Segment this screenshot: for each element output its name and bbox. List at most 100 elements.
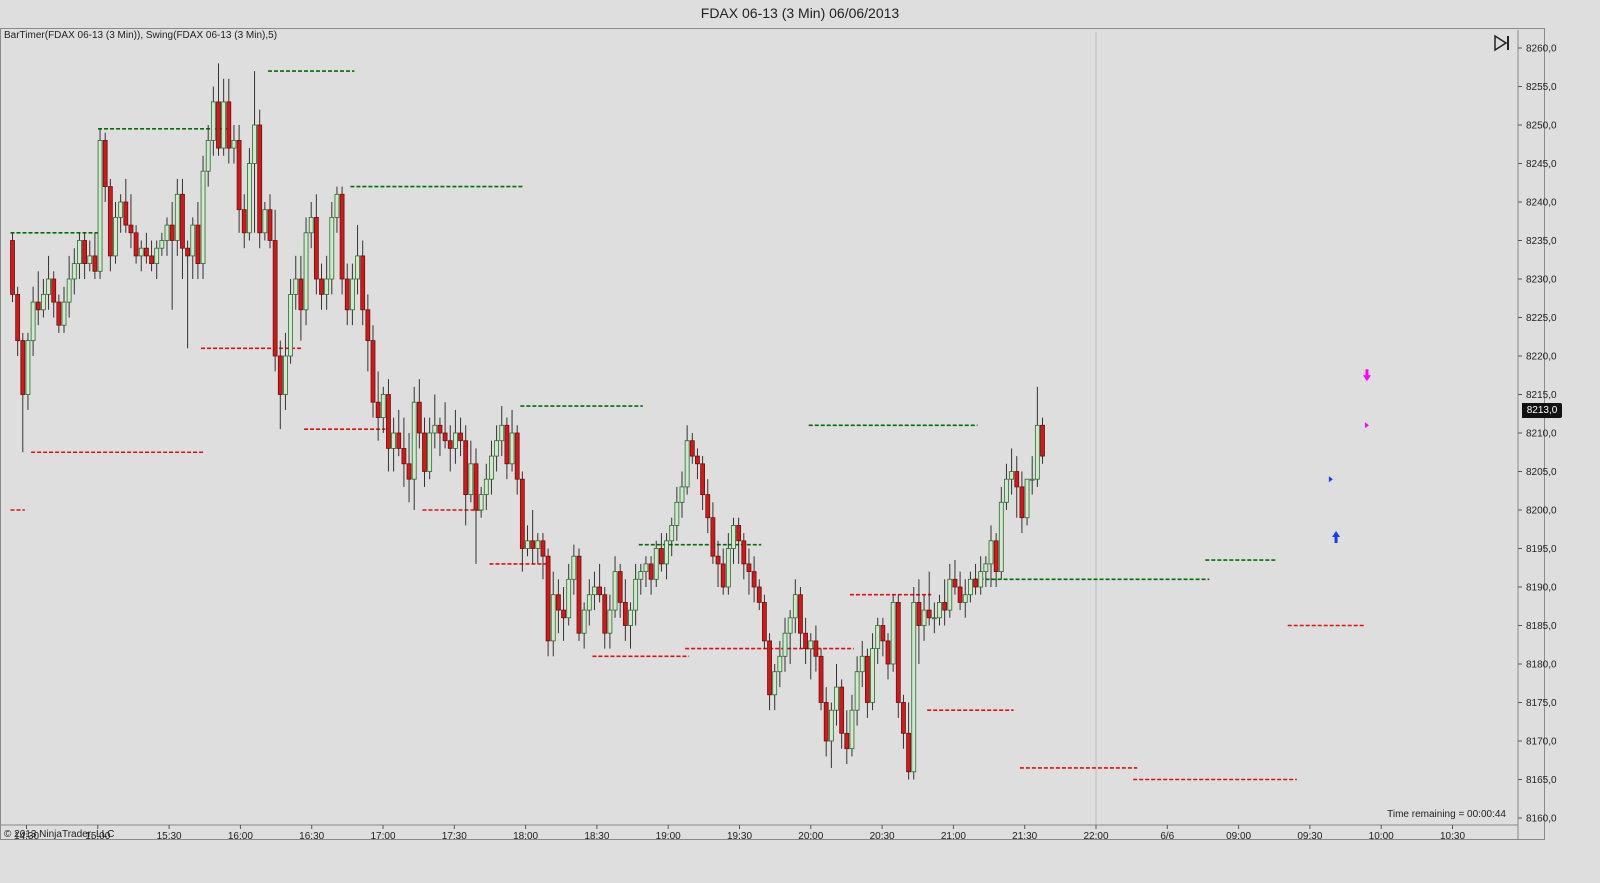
candle-down: [128, 224, 134, 234]
candle-down: [700, 463, 705, 495]
last-price-flag: 8213,0: [1522, 403, 1562, 418]
candle-down: [746, 563, 752, 573]
price-tick-label: 8225,0: [1526, 313, 1557, 324]
price-tick-label: 8175,0: [1526, 698, 1557, 709]
candle-down: [236, 139, 242, 211]
time-tick-label: 14:30: [14, 831, 39, 842]
candle-down: [602, 594, 608, 634]
candle-down: [386, 394, 391, 449]
time-tick-label: 21:00: [941, 831, 966, 842]
time-tick-label: 15:30: [157, 831, 182, 842]
candle-up: [25, 340, 31, 395]
candle-down: [298, 278, 304, 311]
candle-down: [813, 640, 819, 657]
candle-up: [483, 478, 489, 496]
candle-down: [15, 293, 21, 341]
candle-down: [906, 732, 911, 773]
candle-up: [669, 525, 675, 542]
candle-up: [535, 540, 541, 549]
candle-up: [87, 255, 93, 264]
candle-up: [118, 201, 124, 218]
candle-down: [916, 602, 922, 626]
candle-up: [834, 686, 839, 711]
candle-up: [581, 609, 587, 634]
candle-up: [308, 216, 314, 234]
candle-down: [20, 340, 26, 395]
candle-up: [674, 501, 680, 526]
candle-up: [509, 432, 515, 465]
candle-up: [494, 440, 500, 457]
time-tick-label: 17:00: [370, 831, 395, 842]
candle-up: [210, 101, 216, 141]
sell-arrow-icon: [1362, 369, 1371, 382]
candle-down: [741, 540, 747, 565]
candle-down: [617, 571, 623, 603]
candle-up: [525, 540, 530, 549]
candle-up: [499, 424, 505, 442]
candle-up: [349, 278, 355, 311]
candle-up: [828, 709, 834, 742]
candle-down: [540, 540, 546, 557]
candle-up: [427, 432, 433, 472]
candle-down: [437, 424, 443, 434]
price-tick-label: 8205,0: [1526, 467, 1557, 478]
entry-triangle-icon: [1328, 476, 1333, 483]
candle-up: [252, 124, 257, 164]
candle-down: [844, 732, 850, 750]
candle-up: [725, 548, 731, 588]
candle-down: [957, 586, 963, 603]
candle-down: [370, 340, 376, 403]
price-tick-label: 8210,0: [1526, 429, 1557, 440]
price-tick-label: 8250,0: [1526, 121, 1557, 132]
candle-up: [638, 571, 644, 580]
candle-down: [169, 224, 175, 241]
time-tick-label: 6/6: [1160, 831, 1174, 842]
candle-down: [82, 240, 87, 265]
candle-down: [767, 640, 772, 696]
time-tick-label: 10:30: [1440, 831, 1465, 842]
candle-up: [849, 709, 855, 750]
candle-up: [988, 540, 994, 565]
candle-up: [46, 278, 51, 295]
candle-down: [185, 247, 191, 257]
candle-up: [679, 486, 685, 503]
candle-up: [71, 263, 77, 280]
candle-down: [257, 124, 263, 234]
candle-up: [787, 617, 793, 634]
candle-up: [998, 501, 1004, 572]
candle-up: [731, 525, 736, 549]
time-tick-label: 18:00: [513, 831, 538, 842]
price-tick-label: 8160,0: [1526, 814, 1557, 825]
candle-down: [180, 193, 185, 249]
candle-down: [952, 578, 958, 588]
candle-down: [396, 432, 402, 449]
candle-down: [442, 432, 448, 442]
time-tick-label: 20:30: [870, 831, 895, 842]
candle-down: [710, 517, 716, 557]
price-tick-label: 8255,0: [1526, 82, 1557, 93]
candle-up: [890, 602, 896, 665]
candle-up: [633, 578, 639, 611]
candle-down: [149, 255, 154, 264]
candle-down: [344, 278, 350, 311]
candle-up: [947, 578, 953, 611]
candle-up: [205, 139, 211, 172]
candle-down: [689, 440, 695, 457]
candle-down: [56, 301, 62, 326]
candle-up: [138, 247, 144, 257]
time-tick-label: 18:30: [584, 831, 609, 842]
candle-up: [571, 555, 577, 580]
candle-down: [839, 686, 845, 734]
chart-panel[interactable]: [0, 28, 1545, 840]
time-tick-label: 15:00: [85, 831, 110, 842]
candle-down: [705, 494, 711, 519]
candle-up: [30, 301, 36, 342]
candle-up: [983, 563, 989, 573]
price-tick-label: 8195,0: [1526, 544, 1557, 555]
candle-up: [432, 424, 438, 434]
price-tick-label: 8200,0: [1526, 506, 1557, 517]
candle-down: [241, 209, 247, 234]
scroll-to-end-icon[interactable]: [1492, 33, 1514, 53]
candle-down: [597, 586, 602, 596]
